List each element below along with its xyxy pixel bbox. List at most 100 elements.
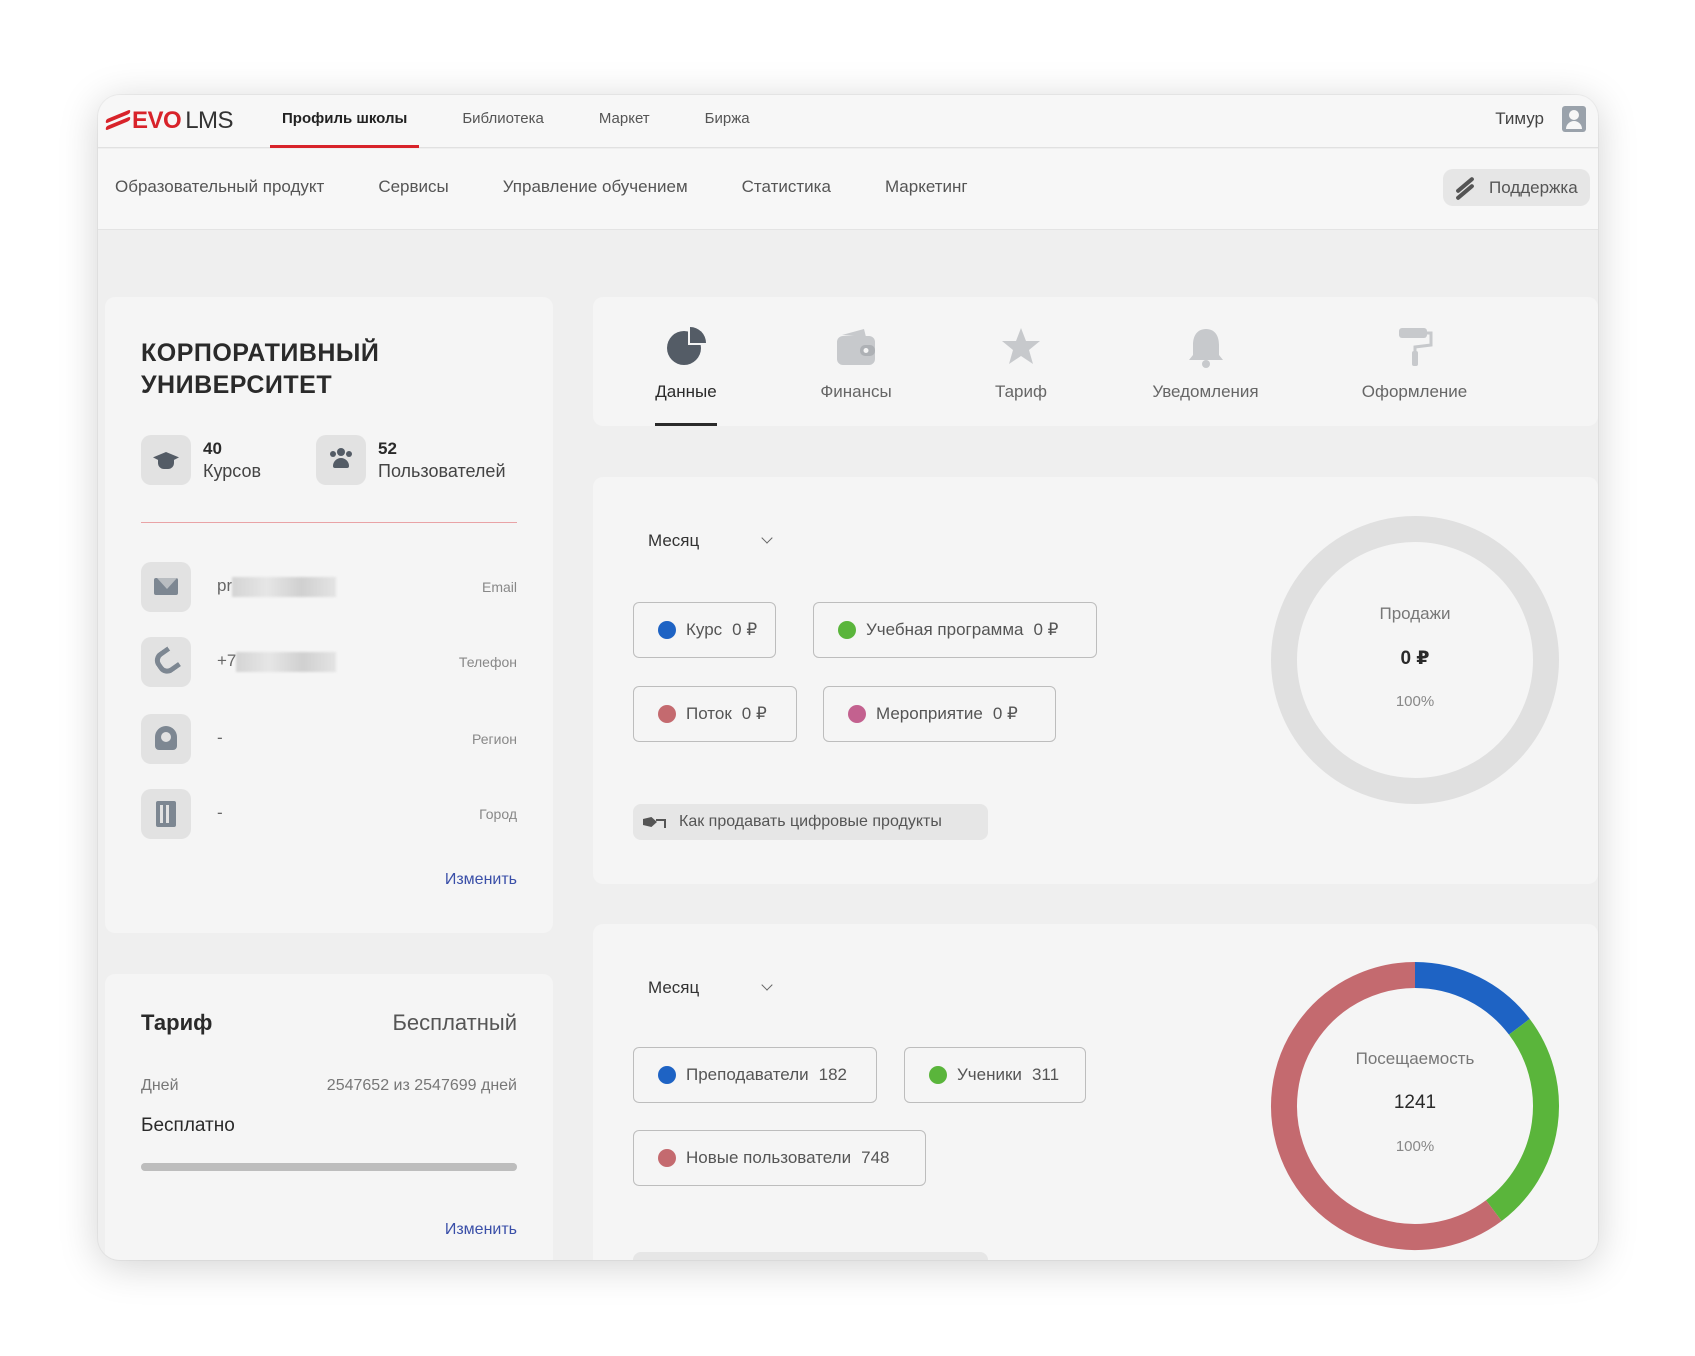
phone-label: Телефон xyxy=(458,654,517,670)
megaphone-icon xyxy=(643,814,666,830)
contact-phone: +7 Телефон xyxy=(141,637,517,687)
students-label: Ученики xyxy=(957,1065,1022,1084)
region-label: Регион xyxy=(472,731,517,747)
chevron-down-icon xyxy=(761,979,773,991)
edit-profile-link[interactable]: Изменить xyxy=(444,871,517,888)
users-label: Пользователей xyxy=(378,461,506,481)
building-icon xyxy=(141,789,191,839)
top-nav-school-profile[interactable]: Профиль школы xyxy=(270,95,420,148)
tariff-progress-fill xyxy=(141,1163,517,1171)
attendance-period-value: Месяц xyxy=(648,978,700,997)
attendance-donut: Посещаемость 1241 100% xyxy=(1270,961,1560,1251)
contact-region: - Регион xyxy=(141,714,517,764)
tab-tariff[interactable]: Тариф xyxy=(993,297,1049,426)
section-nav: Образовательный продукт Сервисы Управлен… xyxy=(115,177,968,197)
new-users-label: Новые пользователи xyxy=(686,1148,852,1167)
edit-tariff-link[interactable]: Изменить xyxy=(444,1221,517,1238)
logo-mark-icon xyxy=(105,108,131,134)
tab-tariff-label: Тариф xyxy=(994,382,1047,401)
users-stat: 52 Пользователей xyxy=(316,435,506,485)
users-group-icon xyxy=(316,435,366,485)
nav-statistics[interactable]: Статистика xyxy=(741,177,831,196)
courses-stat: 40 Курсов xyxy=(141,435,261,485)
top-bar: EVO LMS Профиль школы Библиотека Маркет … xyxy=(98,95,1598,148)
event-label: Мероприятие xyxy=(876,704,983,723)
event-dot xyxy=(848,705,866,723)
tab-finance[interactable]: Финансы xyxy=(818,297,894,426)
nav-marketing[interactable]: Маркетинг xyxy=(884,177,968,196)
sales-card: Месяц Курс 0 ₽ Учебная программа 0 ₽ Пот… xyxy=(593,477,1598,884)
attendance-card: Месяц Преподаватели 182 Ученики 311 Новы… xyxy=(593,924,1598,1260)
how-to-sell-button[interactable]: Как продавать цифровые продукты xyxy=(633,804,988,840)
profile-tabs: Данные Финансы Тариф Уведомления xyxy=(593,297,1598,426)
email-label: Email xyxy=(481,579,517,595)
sales-period-value: Месяц xyxy=(648,531,700,550)
how-to-sell-label: Как продавать цифровые продукты xyxy=(679,813,942,830)
attendance-donut-ring xyxy=(1271,962,1559,1250)
tariff-plan: Бесплатный xyxy=(392,1010,517,1035)
new-users-value: 748 xyxy=(861,1148,890,1167)
contact-city: - Город xyxy=(141,789,517,839)
support-icon xyxy=(1453,175,1475,201)
how-to-button-partial[interactable] xyxy=(633,1252,988,1260)
app-window: EVO LMS Профиль школы Библиотека Маркет … xyxy=(98,95,1598,1260)
contact-email: pr Email xyxy=(141,562,517,612)
tab-design-label: Оформление xyxy=(1361,382,1468,401)
user-menu[interactable]: Тимур xyxy=(1495,106,1586,132)
sales-legend-program: Учебная программа 0 ₽ xyxy=(813,602,1097,658)
users-count: 52 xyxy=(378,439,397,458)
sales-legend-stream: Поток 0 ₽ xyxy=(633,686,797,742)
attendance-donut-percent: 100% xyxy=(1395,1138,1435,1155)
new-users-dot xyxy=(658,1149,676,1167)
students-value: 311 xyxy=(1031,1065,1060,1084)
stream-label: Поток xyxy=(686,704,732,723)
logo[interactable]: EVO LMS xyxy=(105,107,234,135)
email-redacted xyxy=(232,576,337,597)
school-title-line1: КОРПОРАТИВНЫЙ xyxy=(141,339,380,367)
user-name: Тимур xyxy=(1495,109,1544,128)
program-dot xyxy=(838,621,856,639)
teachers-dot xyxy=(658,1066,676,1084)
program-value: 0 ₽ xyxy=(1033,620,1059,639)
teachers-value: 182 xyxy=(818,1065,847,1084)
students-dot xyxy=(929,1066,947,1084)
star-icon xyxy=(1002,328,1040,364)
chevron-down-icon xyxy=(761,532,773,544)
tariff-progress-bar xyxy=(141,1163,517,1171)
nav-educational-product[interactable]: Образовательный продукт xyxy=(115,177,325,196)
region-value: - xyxy=(217,728,223,747)
courses-count: 40 xyxy=(203,439,222,458)
days-label: Дней xyxy=(141,1077,179,1094)
courses-label: Курсов xyxy=(203,461,262,481)
top-nav-market[interactable]: Маркет xyxy=(598,110,650,127)
course-label: Курс xyxy=(686,620,723,639)
attendance-period-select[interactable]: Месяц xyxy=(648,978,773,998)
attendance-segment-new-users xyxy=(1271,962,1502,1250)
top-nav-library[interactable]: Библиотека xyxy=(462,110,544,127)
attendance-legend-students: Ученики 311 xyxy=(904,1047,1086,1103)
tab-notifications[interactable]: Уведомления xyxy=(1149,297,1262,426)
support-button[interactable]: Поддержка xyxy=(1443,169,1590,206)
logo-evo-text: EVO xyxy=(132,107,182,134)
sales-period-select[interactable]: Месяц xyxy=(648,531,773,551)
sales-donut-empty-track xyxy=(1271,516,1559,804)
pie-chart-icon xyxy=(667,327,706,365)
city-value: - xyxy=(217,803,223,822)
paint-roller-icon xyxy=(1398,328,1432,366)
nav-services[interactable]: Сервисы xyxy=(378,177,449,196)
tariff-card: Тариф Бесплатный Дней 2547652 из 2547699… xyxy=(105,974,553,1260)
top-nav-exchange[interactable]: Биржа xyxy=(704,110,750,127)
days-value: 2547652 из 2547699 дней xyxy=(326,1077,517,1094)
tab-design[interactable]: Оформление xyxy=(1361,297,1468,426)
tab-data[interactable]: Данные xyxy=(655,297,717,426)
top-nav: Профиль школы Библиотека Маркет Биржа xyxy=(270,95,793,148)
phone-value: +7 xyxy=(217,651,237,670)
user-icon[interactable] xyxy=(1562,106,1586,132)
nav-learning-management[interactable]: Управление обучением xyxy=(502,177,688,196)
sales-donut: Продажи 0 ₽ 100% xyxy=(1270,515,1560,805)
course-dot xyxy=(658,621,676,639)
section-nav-bar: Образовательный продукт Сервисы Управлен… xyxy=(98,149,1598,230)
sales-donut-ring xyxy=(1271,516,1559,804)
city-label: Город xyxy=(479,806,517,822)
course-value: 0 ₽ xyxy=(732,620,758,639)
